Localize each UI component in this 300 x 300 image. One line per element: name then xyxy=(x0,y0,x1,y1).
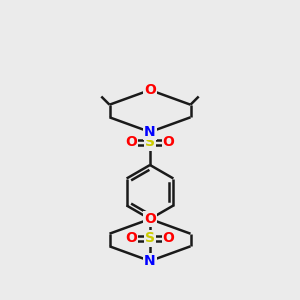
Text: S: S xyxy=(145,232,155,245)
Text: O: O xyxy=(144,212,156,226)
Text: O: O xyxy=(163,136,175,149)
Text: N: N xyxy=(144,125,156,139)
Text: S: S xyxy=(145,136,155,149)
Text: O: O xyxy=(163,232,175,245)
Text: O: O xyxy=(125,136,137,149)
Text: O: O xyxy=(144,83,156,97)
Text: O: O xyxy=(125,232,137,245)
Text: N: N xyxy=(144,254,156,268)
